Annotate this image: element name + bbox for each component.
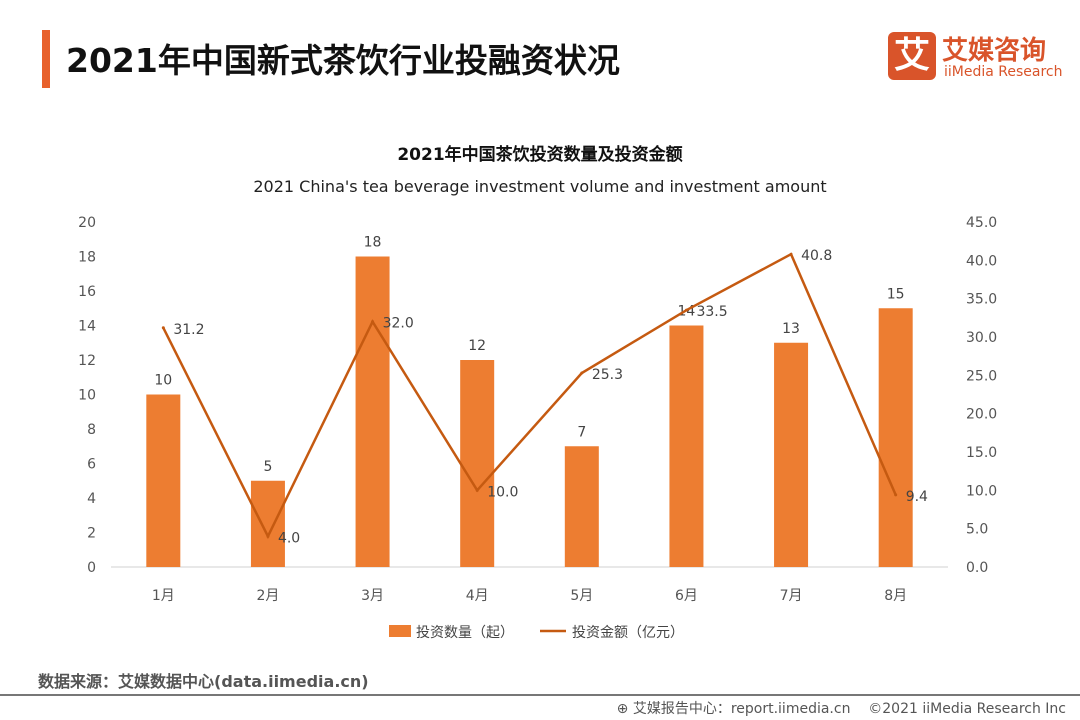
line-label: 33.5 xyxy=(696,304,727,320)
x-tick: 6月 xyxy=(675,588,698,604)
line-label: 25.3 xyxy=(592,367,623,383)
line-label: 10.0 xyxy=(487,484,518,500)
y-left-tick: 16 xyxy=(78,284,96,300)
x-tick: 5月 xyxy=(570,588,593,604)
bar xyxy=(564,446,599,567)
y-left-tick: 8 xyxy=(87,422,96,438)
x-tick: 8月 xyxy=(884,588,907,604)
logo-mark: 艾 xyxy=(888,32,936,80)
bar xyxy=(355,256,390,567)
y-left-tick: 2 xyxy=(87,526,96,542)
logo-cn: 艾媒咨询 xyxy=(942,36,1047,66)
y-right-tick: 0.0 xyxy=(966,560,988,576)
line-point xyxy=(684,308,688,312)
x-tick: 1月 xyxy=(152,588,175,604)
logo: 艾 艾媒咨询 iiMedia Research xyxy=(888,30,1068,82)
y-left-tick: 10 xyxy=(78,388,96,404)
y-right-tick: 5.0 xyxy=(966,522,988,538)
y-left-tick: 4 xyxy=(87,491,96,507)
x-tick: 3月 xyxy=(361,588,384,604)
x-tick: 2月 xyxy=(256,588,279,604)
line-label: 31.2 xyxy=(173,322,204,338)
legend-line-label: 投资金额（亿元） xyxy=(572,625,684,641)
line-label: 9.4 xyxy=(906,489,928,505)
line-label: 4.0 xyxy=(278,530,300,546)
bar xyxy=(146,394,181,567)
copyright: ©2021 iiMedia Research Inc xyxy=(868,701,1066,717)
y-right-tick: 45.0 xyxy=(966,215,997,231)
chart-title: 2021年中国茶饮投资数量及投资金额 xyxy=(397,144,682,165)
bar-label: 18 xyxy=(364,235,382,251)
page-title: 2021年中国新式茶饮行业投融资状况 xyxy=(66,41,620,80)
x-tick: 4月 xyxy=(466,588,489,604)
y-right-tick: 15.0 xyxy=(966,445,997,461)
y-left-tick: 20 xyxy=(78,215,96,231)
chart-subtitle: 2021 China's tea beverage investment vol… xyxy=(253,177,826,196)
line-point xyxy=(789,252,793,256)
bar xyxy=(774,342,809,567)
line-point xyxy=(161,326,165,330)
bar-label: 5 xyxy=(263,459,272,475)
line-point xyxy=(580,371,584,375)
logo-en: iiMedia Research xyxy=(944,64,1063,80)
amount-line xyxy=(162,252,897,540)
y-right-tick: 20.0 xyxy=(966,407,997,423)
y-right-tick: 35.0 xyxy=(966,292,997,308)
line-point xyxy=(475,488,479,492)
bar xyxy=(460,360,495,567)
line-label: 32.0 xyxy=(383,316,414,332)
y-left-tick: 12 xyxy=(78,353,96,369)
report-link[interactable]: 艾媒报告中心：report.iimedia.cn xyxy=(632,701,851,717)
footer-info: ⊕ 艾媒报告中心：report.iimedia.cn ©2021 iiMedia… xyxy=(617,698,1066,718)
line-point xyxy=(894,493,898,497)
bar-label: 10 xyxy=(154,373,172,389)
y-left-tick: 6 xyxy=(87,457,96,473)
bar-label: 13 xyxy=(782,321,800,337)
bar xyxy=(669,325,704,567)
y-left-tick: 18 xyxy=(78,250,96,266)
bar-label: 12 xyxy=(468,338,486,354)
footer-divider xyxy=(0,694,1080,696)
line-point xyxy=(371,320,375,324)
y-right-tick: 40.0 xyxy=(966,253,997,269)
bar xyxy=(250,480,285,567)
line-point xyxy=(266,534,270,538)
y-left-tick: 14 xyxy=(78,319,96,335)
y-left-tick: 0 xyxy=(87,560,96,576)
legend-bar-label: 投资数量（起） xyxy=(416,625,514,641)
data-source: 数据来源：艾媒数据中心(data.iimedia.cn) xyxy=(38,672,369,691)
title-accent-bar xyxy=(42,30,50,88)
line-label: 40.8 xyxy=(801,248,832,264)
y-right-tick: 25.0 xyxy=(966,368,997,384)
legend-bar-swatch xyxy=(389,625,411,637)
bar-label: 15 xyxy=(887,286,905,302)
globe-icon: ⊕ xyxy=(616,701,629,717)
y-right-tick: 10.0 xyxy=(966,483,997,499)
bar-label: 7 xyxy=(577,424,586,440)
x-tick: 7月 xyxy=(780,588,803,604)
bar xyxy=(878,308,913,567)
y-right-tick: 30.0 xyxy=(966,330,997,346)
